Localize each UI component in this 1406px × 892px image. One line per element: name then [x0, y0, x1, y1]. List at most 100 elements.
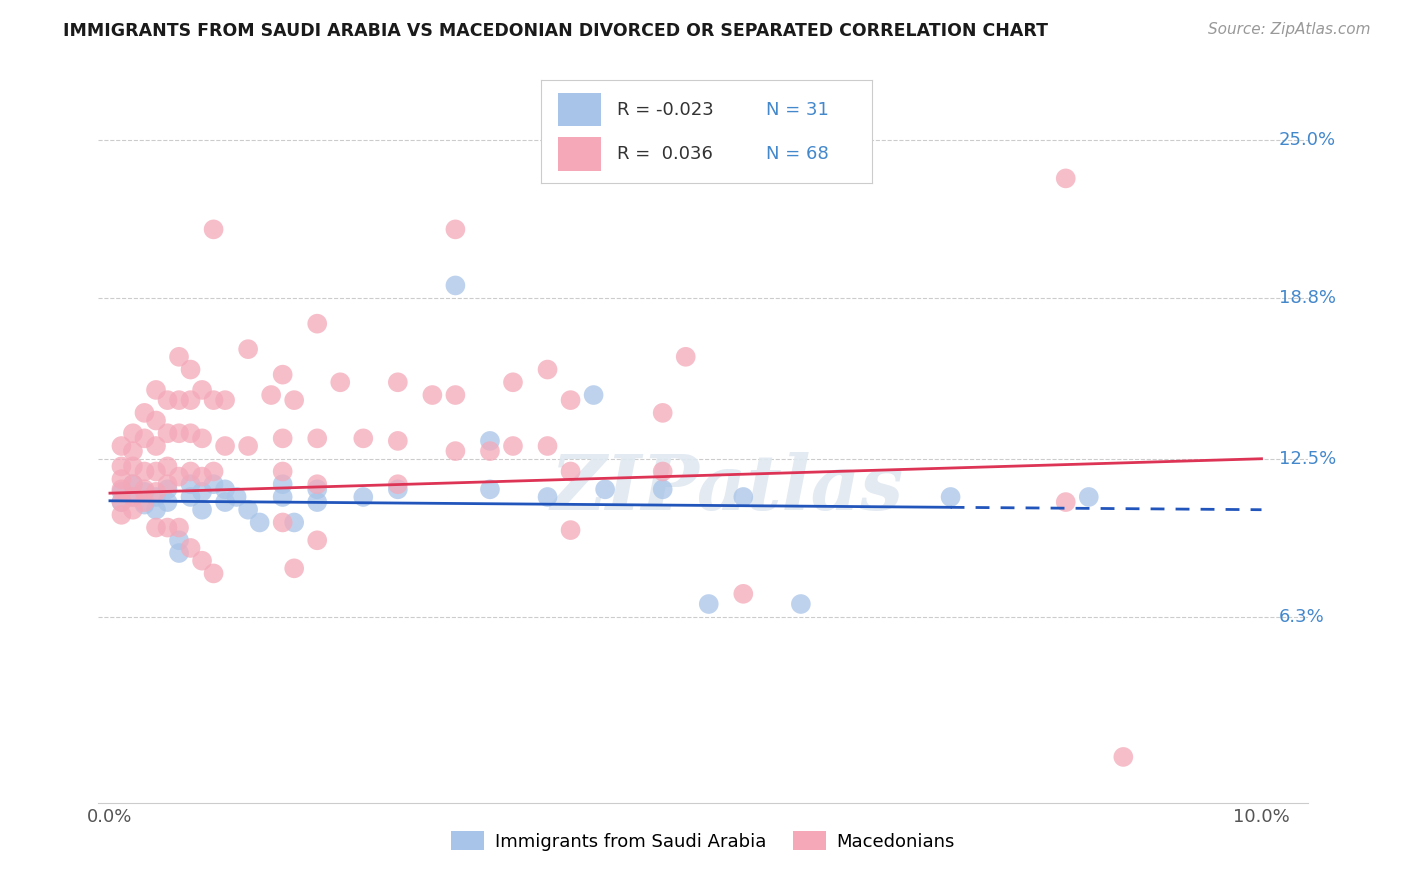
Point: [122, 490, 145, 504]
Point: [444, 444, 467, 458]
Point: [478, 483, 501, 497]
Point: [202, 222, 225, 236]
Point: [939, 490, 962, 504]
Point: [387, 483, 409, 497]
Point: [167, 520, 190, 534]
Point: [352, 490, 374, 504]
Point: [202, 477, 225, 491]
Point: [145, 465, 167, 479]
Point: [122, 502, 145, 516]
Point: [134, 406, 156, 420]
Point: [307, 483, 329, 497]
Point: [675, 350, 697, 364]
Point: [249, 516, 271, 530]
Text: N = 31: N = 31: [766, 101, 830, 119]
Point: [156, 426, 179, 441]
Point: [444, 222, 467, 236]
Point: [110, 508, 132, 522]
Point: [110, 483, 132, 497]
Point: [191, 383, 214, 397]
Point: [478, 444, 501, 458]
Point: [191, 484, 214, 499]
Point: [156, 483, 179, 497]
Point: [110, 495, 132, 509]
Text: ZIPatlas: ZIPatlas: [551, 452, 904, 525]
Point: [733, 490, 755, 504]
Point: [156, 495, 179, 509]
Point: [191, 469, 214, 483]
Point: [329, 376, 352, 390]
Text: 18.8%: 18.8%: [1279, 289, 1336, 307]
Point: [122, 477, 145, 491]
Point: [214, 439, 236, 453]
Point: [122, 477, 145, 491]
Text: N = 68: N = 68: [766, 145, 828, 162]
Point: [582, 388, 605, 402]
Point: [110, 484, 132, 499]
Point: [134, 484, 156, 499]
Point: [214, 483, 236, 497]
Point: [444, 388, 467, 402]
Point: [271, 465, 294, 479]
Point: [1054, 171, 1077, 186]
Point: [236, 342, 259, 356]
Point: [271, 368, 294, 382]
Point: [307, 495, 329, 509]
Point: [180, 465, 202, 479]
Text: 6.3%: 6.3%: [1279, 607, 1324, 626]
Point: [180, 541, 202, 555]
Point: [134, 431, 156, 445]
Point: [536, 439, 558, 453]
Point: [122, 490, 145, 504]
Point: [560, 393, 582, 408]
Point: [478, 434, 501, 448]
Point: [697, 597, 720, 611]
Point: [156, 459, 179, 474]
Point: [191, 502, 214, 516]
Point: [502, 439, 524, 453]
Point: [122, 426, 145, 441]
Point: [180, 393, 202, 408]
Point: [110, 495, 132, 509]
Legend: Immigrants from Saudi Arabia, Macedonians: Immigrants from Saudi Arabia, Macedonian…: [444, 824, 962, 858]
Point: [122, 459, 145, 474]
Point: [167, 469, 190, 483]
Point: [271, 516, 294, 530]
Point: [180, 362, 202, 376]
Text: 12.5%: 12.5%: [1279, 450, 1336, 467]
Point: [387, 477, 409, 491]
Point: [307, 317, 329, 331]
Point: [156, 477, 179, 491]
Point: [134, 498, 156, 512]
Point: [536, 362, 558, 376]
Point: [122, 444, 145, 458]
Point: [236, 502, 259, 516]
Point: [145, 502, 167, 516]
Text: IMMIGRANTS FROM SAUDI ARABIA VS MACEDONIAN DIVORCED OR SEPARATED CORRELATION CHA: IMMIGRANTS FROM SAUDI ARABIA VS MACEDONI…: [63, 22, 1049, 40]
Point: [560, 523, 582, 537]
Point: [167, 533, 190, 548]
Point: [307, 431, 329, 445]
Point: [283, 561, 305, 575]
Point: [167, 350, 190, 364]
Point: [1112, 750, 1135, 764]
Point: [180, 426, 202, 441]
Point: [180, 477, 202, 491]
Point: [167, 546, 190, 560]
Point: [202, 465, 225, 479]
Point: [352, 431, 374, 445]
Point: [283, 393, 305, 408]
Point: [145, 383, 167, 397]
Text: Source: ZipAtlas.com: Source: ZipAtlas.com: [1208, 22, 1371, 37]
Point: [202, 566, 225, 581]
Point: [110, 439, 132, 453]
Point: [145, 413, 167, 427]
Point: [134, 483, 156, 497]
Point: [502, 376, 524, 390]
Point: [560, 465, 582, 479]
Point: [283, 516, 305, 530]
Point: [1077, 490, 1099, 504]
Bar: [558, 93, 600, 127]
Point: [236, 439, 259, 453]
Point: [733, 587, 755, 601]
